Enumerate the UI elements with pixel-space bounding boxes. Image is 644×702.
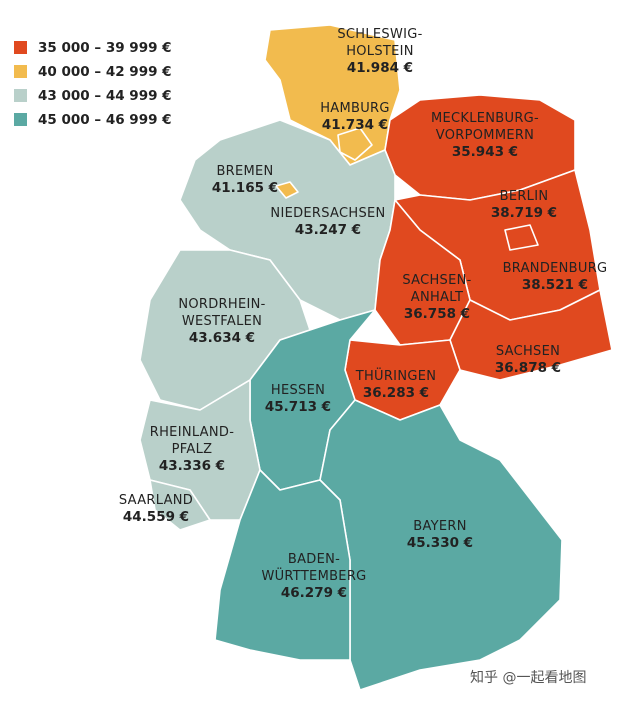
state-value: 35.943 €	[452, 144, 518, 160]
state-value: 41.165 €	[212, 180, 278, 196]
state-name: BRANDENBURG	[503, 261, 608, 276]
state-name: SAARLAND	[119, 493, 193, 508]
state-area	[214, 469, 351, 661]
state-name: HAMBURG	[320, 101, 390, 116]
state-name: HOLSTEIN	[346, 44, 414, 59]
state-area	[504, 224, 539, 251]
state-area	[275, 181, 299, 199]
state-name: VORPOMMERN	[436, 128, 534, 143]
state-value: 43.247 €	[295, 222, 361, 238]
state-name: SACHSEN	[496, 344, 560, 359]
state-name: WESTFALEN	[182, 314, 262, 329]
state-name: MECKLENBURG-	[431, 111, 539, 126]
legend-label: 43 000 – 44 999 €	[38, 88, 172, 104]
state-value: 38.719 €	[491, 205, 557, 221]
legend-swatch	[14, 41, 27, 54]
regions	[139, 24, 613, 691]
state-name: PFALZ	[172, 442, 213, 457]
state-name: THÜRINGEN	[355, 367, 437, 384]
state-name: BADEN-	[288, 552, 340, 567]
state-name: RHEINLAND-	[150, 425, 234, 440]
state-name: WÜRTTEMBERG	[261, 567, 366, 584]
state-value: 45.713 €	[265, 399, 331, 415]
state-area	[149, 479, 211, 531]
legend-swatch	[14, 113, 27, 126]
state-value: 36.283 €	[363, 385, 429, 401]
state-value: 38.521 €	[522, 277, 588, 293]
state-name: BAYERN	[413, 519, 467, 534]
state-name: SACHSEN-	[402, 273, 471, 288]
legend-label: 40 000 – 42 999 €	[38, 64, 172, 80]
legend-label: 45 000 – 46 999 €	[38, 112, 172, 128]
state-value: 46.279 €	[281, 585, 347, 601]
watermark: 知乎 @一起看地图	[470, 669, 586, 686]
legend: 35 000 – 39 999 € 40 000 – 42 999 € 43 000…	[14, 40, 172, 128]
state-name: BERLIN	[500, 189, 549, 204]
state-value: 45.330 €	[407, 535, 473, 551]
state-name: BREMEN	[216, 164, 273, 179]
state-name: SCHLESWIG-	[337, 27, 422, 42]
state-name: HESSEN	[271, 383, 325, 398]
legend-swatch	[14, 65, 27, 78]
state-area	[337, 127, 373, 161]
state-value: 41.734 €	[322, 117, 388, 133]
state-value: 36.758 €	[404, 306, 470, 322]
legend-swatch	[14, 89, 27, 102]
state-name: ANHALT	[411, 290, 463, 305]
state-name: NIEDERSACHSEN	[270, 206, 385, 221]
state-value: 41.984 €	[347, 60, 413, 76]
state-value: 43.336 €	[159, 458, 225, 474]
legend-label: 35 000 – 39 999 €	[38, 40, 172, 56]
state-value: 44.559 €	[123, 509, 189, 525]
state-value: 36.878 €	[495, 360, 561, 376]
state-value: 43.634 €	[189, 330, 255, 346]
state-name: NORDRHEIN-	[178, 297, 265, 312]
